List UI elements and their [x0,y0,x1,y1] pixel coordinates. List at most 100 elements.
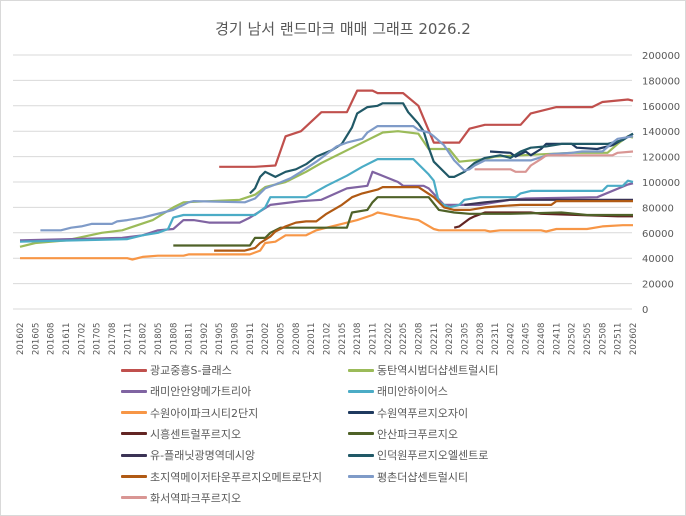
x-tick-label: 202105 [338,323,348,355]
y-tick-label: 200000 [642,51,680,62]
y-tick-label: 160000 [642,102,680,113]
x-tick-label: 202405 [522,323,532,355]
x-tick-label: 201605 [31,323,41,355]
series-line-5 [20,211,633,261]
series-line-12 [40,124,634,232]
x-tick-label: 201908 [231,323,241,355]
x-tick-label: 202108 [353,323,363,355]
y-tick-label: 180000 [642,76,680,87]
legend-label: 초지역메이저타운푸르지오메트로단지 [150,470,323,484]
y-tick-label: 60000 [642,229,674,240]
x-tick-label: 201802 [139,323,149,355]
y-tick-label: 100000 [642,178,680,189]
x-tick-label: 202002 [261,323,271,355]
legend-label: 시흥센트럴푸르지오 [150,427,242,441]
x-tick-label: 201905 [215,323,225,355]
legend-item: 광교중흥S-클래스 [121,362,232,378]
series-line-10 [249,102,634,195]
legend-swatch [348,411,374,415]
legend-item: 래미안하이어스 [348,383,448,399]
legend-label: 평촌더샵센트럴시티 [377,470,469,484]
x-tick-label: 202408 [537,323,547,355]
chart-title: 경기 남서 랜드마크 매매 그래프 2026.2 [215,20,471,38]
legend-swatch [121,389,147,393]
y-tick-label: 80000 [642,203,674,214]
x-tick-label: 201811 [185,323,195,355]
x-tick-label: 202602 [629,323,639,355]
legend-label: 안산파크푸르지오 [377,427,458,441]
legend-item: 화서역파크푸르지오 [121,490,241,506]
series-line-11 [214,186,633,252]
series-line-2 [19,130,634,248]
legend-item: 인덕원푸르지오엘센트로 [348,447,488,463]
legend-label: 유-플래닛광명역데시앙 [150,449,256,463]
x-tick-label: 201808 [169,323,179,355]
x-tick-label: 202302 [445,323,455,355]
x-tick-label: 202111 [368,323,378,355]
y-tick-label: 0 [642,305,648,316]
legend-label: 화서역파크푸르지오 [150,491,242,505]
x-tick-label: 202508 [598,323,608,355]
series-line-13 [474,150,634,173]
series-line-8 [173,196,633,247]
legend-item: 시흥센트럴푸르지오 [121,426,241,442]
x-tick-label: 202011 [307,323,317,355]
x-tick-label: 201711 [123,323,133,355]
y-tick-label: 140000 [642,127,680,138]
legend-swatch [121,453,147,457]
legend-swatch [121,496,147,500]
legend-swatch [121,411,147,415]
series-line-4 [19,158,634,243]
x-tick-label: 202402 [506,323,516,355]
legend-swatch [348,453,374,457]
x-tick-label: 202308 [476,323,486,355]
legend-item: 래미안안양메가트리아 [121,383,251,399]
x-tick-label: 201708 [108,323,118,355]
legend-label: 광교중흥S-클래스 [150,364,232,377]
x-tick-label: 201902 [200,323,210,355]
legend-item: 동탄역시범더샵센트럴시티 [348,362,498,378]
legend-label: 동탄역시범더샵센트럴시티 [377,364,499,377]
legend-item: 수원아이파크시티2단지 [121,405,258,421]
legend-label: 인덕원푸르지오엘센트로 [377,449,489,463]
legend-label: 수원아이파크시티2단지 [150,406,259,420]
series-line-9 [464,198,633,206]
x-tick-label: 201611 [62,323,72,355]
x-tick-label: 202005 [277,323,287,355]
x-tick-label: 202505 [583,323,593,355]
x-tick-label: 202502 [568,323,578,355]
legend-swatch [121,432,147,436]
legend-item: 수원역푸르지오자이 [348,405,468,421]
x-tick-label: 202205 [399,323,409,355]
x-tick-label: 201608 [47,323,57,355]
legend-swatch [348,432,374,436]
y-tick-label: 20000 [642,280,674,291]
legend-swatch [121,368,147,372]
x-tick-label: 202311 [491,323,501,355]
legend-swatch [348,368,374,372]
legend-swatch [348,475,374,478]
legend-item: 평촌더샵센트럴시티 [348,469,468,485]
x-tick-label: 202208 [414,323,424,355]
x-tick-label: 201602 [16,323,26,355]
x-tick-label: 201702 [77,323,87,355]
legend-label: 래미안안양메가트리아 [150,385,252,399]
x-tick-label: 201911 [246,323,256,355]
x-tick-label: 202411 [552,323,562,355]
y-tick-label: 120000 [642,153,680,164]
x-tick-label: 201705 [93,323,103,355]
series-line-1 [219,89,634,168]
x-tick-label: 202511 [614,323,624,355]
x-tick-label: 202202 [384,323,394,355]
x-tick-label: 202305 [460,323,470,355]
legend-label: 래미안하이어스 [377,385,448,399]
x-tick-label: 201805 [154,323,164,355]
legend-label: 수원역푸르지오자이 [377,406,469,420]
x-tick-label: 202102 [323,323,333,355]
y-tick-label: 40000 [642,254,674,265]
legend-swatch [348,389,374,393]
legend-item: 유-플래닛광명역데시앙 [121,447,255,463]
x-tick-label: 202211 [430,323,440,355]
legend-swatch [121,475,147,478]
